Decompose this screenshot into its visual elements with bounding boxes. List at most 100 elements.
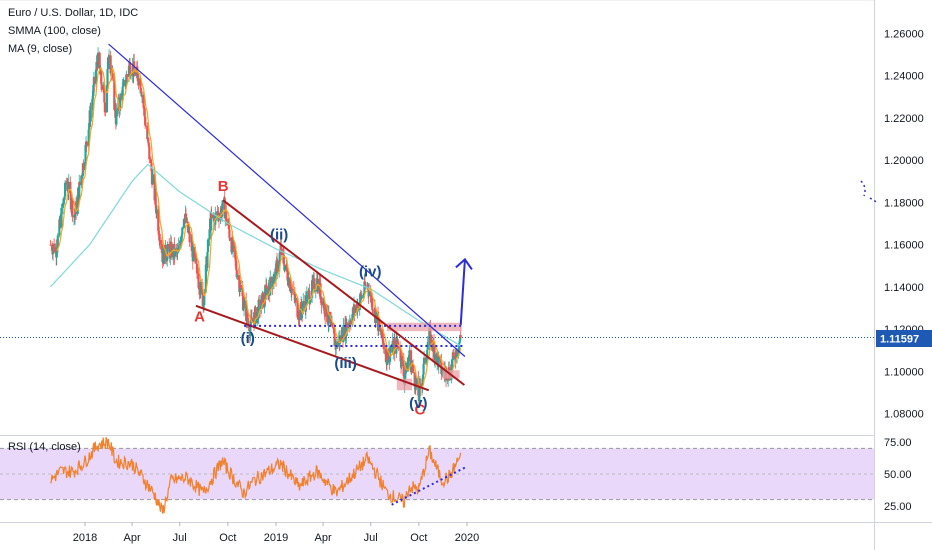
time-axis[interactable]: 2018 Apr Jul Oct 2019 Apr Jul Oct 2020 [73,522,479,544]
candle-body [382,343,385,350]
candle-body [308,302,312,304]
candle-body [385,349,389,365]
candle-body [410,365,413,373]
candle-body [283,265,286,271]
rsi-tick-label: 75.00 [884,437,912,449]
candle-body [203,292,206,306]
rsi-line [50,436,462,514]
rsi-trendline [391,466,466,506]
candle-body [294,297,297,299]
candle-body [140,95,144,97]
candle-body [260,304,263,310]
candle-body [201,291,204,307]
candle-body [269,277,272,296]
candle-body [319,283,322,300]
candle-body [122,82,125,87]
candle-body [346,322,349,329]
wave-label: (iv) [359,263,382,280]
candle-body [308,290,311,304]
candle-body [186,221,190,233]
candle-body [419,383,422,389]
candle-body [58,219,61,236]
price-tick-label: 1.24000 [884,71,924,83]
candle-body [149,159,153,163]
candle-body [257,299,260,319]
candle-body [89,110,92,122]
price-axis[interactable]: 1.26000 1.24000 1.22000 1.20000 1.18000 1.160… [884,29,924,421]
candle-body [433,346,436,360]
rsi-tick-label: 50.00 [884,469,912,481]
candle-body [155,204,158,214]
candle-body [300,302,303,310]
candle-body [146,125,149,139]
candle-body [459,335,462,338]
candle-body [80,175,83,186]
candle-body [241,287,244,297]
candle-body [246,318,249,321]
candle-body [382,340,385,344]
time-tick-label: Jul [173,532,187,544]
legend-symbol[interactable]: Euro / U.S. Dollar, 1D, IDC [8,7,139,19]
candle-body [135,71,138,76]
channel-upper-line [222,199,465,386]
candle-body [357,303,360,310]
candle-body [162,244,166,264]
price-tick-label: 1.20000 [884,155,924,167]
trendline-blue [108,43,466,357]
candle-body [139,78,142,88]
candle-body [91,99,94,111]
legend-smma[interactable]: SMMA (100, close) [8,25,101,37]
candle-body [235,260,238,270]
candle-body [271,284,274,289]
candle-body [129,75,133,77]
candle-body [153,174,156,201]
candle-body [236,275,239,278]
candle-body [139,87,143,92]
annotations-layer: A B C (i) (ii) (iii) (iv) (v) [0,43,874,419]
candle-body [381,329,384,341]
candle-body [296,298,299,317]
rsi-axis[interactable]: 75.00 50.00 25.00 [884,437,912,513]
candle-body [386,360,389,365]
candle-body [451,352,454,361]
candle-body [338,335,341,345]
candle-body [242,301,246,309]
candle-body [404,373,407,379]
candle-body [311,280,314,298]
breakout-arrow [459,259,466,325]
support-box [386,322,462,332]
price-tick-label: 1.26000 [884,29,924,41]
candle-body [375,311,378,315]
candle-body [180,237,183,243]
time-tick-label: Jul [364,532,378,544]
candle-body [96,52,100,68]
candle-body [155,209,158,214]
legend-ma[interactable]: MA (9, close) [8,43,73,55]
candle-body [62,198,65,203]
candle-body [407,360,410,363]
candle-body [106,69,109,86]
candle-body [144,125,147,127]
candle-body [93,77,96,84]
candle-body [66,181,69,185]
candle-body [217,217,221,221]
candle-body [250,316,253,318]
time-tick-label: 2019 [264,532,288,544]
candle-body [294,297,297,301]
candle-body [333,333,336,346]
candle-body [286,270,289,281]
drawing-fragment [860,180,879,204]
candle-body [85,141,88,145]
legend-rsi[interactable]: RSI (14, close) [8,441,81,453]
candle-body [331,322,334,328]
current-price-badge-bg [876,330,932,347]
candle-body [144,116,147,126]
candle-body [440,373,443,375]
candle-body [234,245,237,259]
candle-body [195,262,198,264]
candle-body [302,301,305,308]
candle-body [455,350,458,358]
candle-body [459,335,462,341]
candle-body [234,258,237,261]
